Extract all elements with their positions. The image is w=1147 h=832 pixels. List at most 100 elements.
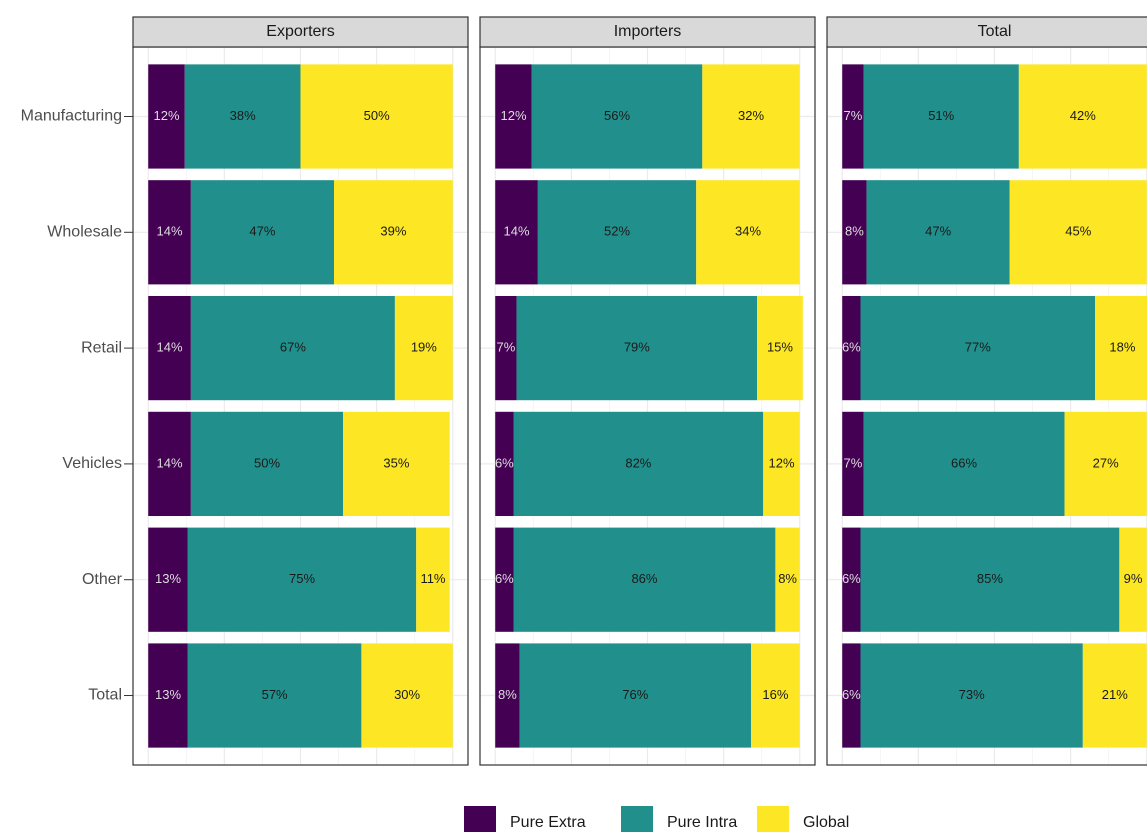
- data-label: 7%: [843, 108, 862, 123]
- data-label: 35%: [383, 455, 409, 470]
- data-label: 14%: [157, 340, 183, 355]
- data-label: 73%: [959, 687, 985, 702]
- bar-segment: [394, 295, 453, 401]
- bar-segment: [495, 527, 514, 632]
- bar-segment: [190, 180, 334, 285]
- y-tick-label: Retail: [81, 339, 122, 356]
- strip: [479, 16, 816, 48]
- data-label: 8%: [498, 687, 517, 702]
- data-label: 19%: [411, 340, 437, 355]
- bar-segment: [495, 180, 538, 285]
- data-label: 7%: [843, 455, 862, 470]
- data-label: 56%: [604, 108, 630, 123]
- bar-segment: [751, 643, 800, 748]
- data-label: 86%: [631, 571, 657, 586]
- data-label: 32%: [738, 108, 764, 123]
- bar-segment: [842, 64, 864, 169]
- bar-segment: [860, 295, 1095, 401]
- bar-segment: [866, 180, 1010, 285]
- y-tick-label: Wholesale: [47, 224, 122, 241]
- bar-segment: [842, 411, 864, 517]
- bar-segment: [190, 411, 344, 517]
- data-label: 52%: [604, 224, 630, 239]
- bar-segment: [757, 295, 803, 401]
- bar-segment: [190, 295, 395, 401]
- y-tick-label: Other: [82, 571, 123, 588]
- bar-segment: [148, 643, 188, 748]
- strip: [132, 16, 469, 48]
- legend-label: Pure Intra: [667, 814, 737, 831]
- legend-swatch: [757, 806, 789, 832]
- data-label: 14%: [504, 224, 530, 239]
- data-label: 6%: [842, 687, 861, 702]
- data-label: 39%: [380, 224, 406, 239]
- data-label: 8%: [845, 224, 864, 239]
- bar-segment: [148, 180, 191, 285]
- data-label: 9%: [1124, 571, 1143, 586]
- data-label: 75%: [289, 571, 315, 586]
- data-label: 51%: [928, 108, 954, 123]
- bar-segment: [184, 64, 301, 169]
- bar-segment: [842, 295, 861, 401]
- bar-segment: [531, 64, 703, 169]
- y-tick-label: Vehicles: [62, 455, 122, 472]
- data-label: 47%: [925, 224, 951, 239]
- strip-title: Exporters: [266, 23, 334, 40]
- legend-label: Global: [803, 814, 849, 831]
- bar-segment: [148, 295, 191, 401]
- strip: [826, 16, 1147, 48]
- data-label: 79%: [624, 340, 650, 355]
- data-label: 7%: [496, 340, 515, 355]
- data-label: 50%: [254, 455, 280, 470]
- bar-segment: [842, 180, 867, 285]
- bar-segment: [1082, 643, 1147, 748]
- y-tick-label: Total: [88, 687, 122, 704]
- bar-segment: [148, 64, 185, 169]
- bar-segment: [842, 643, 861, 748]
- data-label: 15%: [767, 340, 793, 355]
- bar-segment: [863, 411, 1065, 517]
- bar-segment: [148, 411, 191, 517]
- bar-segment: [863, 64, 1019, 169]
- strip-title: Total: [978, 23, 1012, 40]
- data-label: 45%: [1065, 224, 1091, 239]
- data-label: 6%: [842, 571, 861, 586]
- data-label: 6%: [842, 340, 861, 355]
- bar-segment: [1119, 527, 1147, 632]
- bar-segment: [300, 64, 453, 169]
- bar-segment: [495, 643, 520, 748]
- data-label: 67%: [280, 340, 306, 355]
- data-label: 14%: [157, 455, 183, 470]
- data-label: 12%: [500, 108, 526, 123]
- bar-segment: [334, 180, 453, 285]
- data-label: 47%: [249, 224, 275, 239]
- legend-label: Pure Extra: [510, 814, 586, 831]
- bar-segment: [537, 180, 697, 285]
- data-label: 85%: [977, 571, 1003, 586]
- data-label: 27%: [1093, 455, 1119, 470]
- bar-segment: [763, 411, 800, 517]
- bar-segment: [1009, 180, 1147, 285]
- legend-swatch: [464, 806, 496, 832]
- bar-segment: [513, 527, 776, 632]
- bar-segment: [495, 64, 532, 169]
- data-label: 76%: [622, 687, 648, 702]
- bar-segment: [860, 643, 1083, 748]
- bar-segment: [416, 527, 450, 632]
- data-label: 14%: [157, 224, 183, 239]
- bar-segment: [187, 643, 362, 748]
- y-tick-label: Manufacturing: [21, 108, 122, 125]
- bar-segment: [516, 295, 758, 401]
- bar-segment: [361, 643, 453, 748]
- data-label: 21%: [1102, 687, 1128, 702]
- bar-segment: [1064, 411, 1147, 517]
- data-label: 12%: [768, 455, 794, 470]
- bar-segment: [343, 411, 450, 517]
- data-label: 42%: [1070, 108, 1096, 123]
- data-label: 13%: [155, 687, 181, 702]
- data-label: 18%: [1109, 340, 1135, 355]
- bar-segment: [1095, 295, 1147, 401]
- bar-segment: [513, 411, 764, 517]
- data-label: 13%: [155, 571, 181, 586]
- data-label: 50%: [364, 108, 390, 123]
